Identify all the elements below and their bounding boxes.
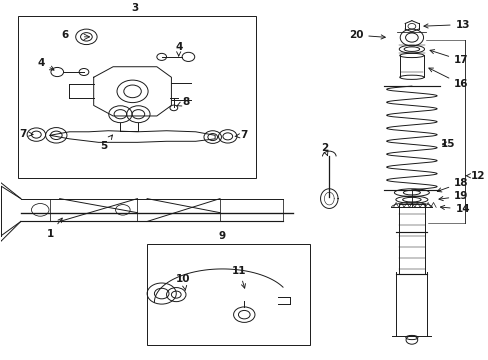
Text: 14: 14	[440, 204, 469, 214]
Text: 2: 2	[320, 143, 327, 156]
Bar	[19, 16, 256, 177]
Text: 8: 8	[177, 97, 189, 107]
Text: 7: 7	[20, 129, 33, 139]
Text: 17: 17	[429, 50, 468, 66]
Bar	[147, 244, 309, 345]
Text: 9: 9	[219, 231, 225, 241]
Text: 10: 10	[176, 274, 190, 290]
Text: 18: 18	[436, 178, 468, 192]
Text: 4: 4	[175, 42, 182, 56]
Text: 19: 19	[438, 191, 468, 201]
Text: 4: 4	[38, 58, 54, 70]
Text: 7: 7	[235, 130, 247, 140]
Text: 6: 6	[61, 30, 68, 40]
Text: 3: 3	[131, 3, 138, 13]
Text: 16: 16	[428, 68, 468, 89]
Text: 12: 12	[465, 171, 485, 181]
Text: 5: 5	[100, 135, 112, 151]
Text: 1: 1	[46, 218, 62, 239]
Text: 13: 13	[423, 19, 469, 30]
Text: 20: 20	[348, 30, 385, 40]
Text: 11: 11	[232, 266, 246, 288]
Text: 15: 15	[440, 139, 455, 149]
